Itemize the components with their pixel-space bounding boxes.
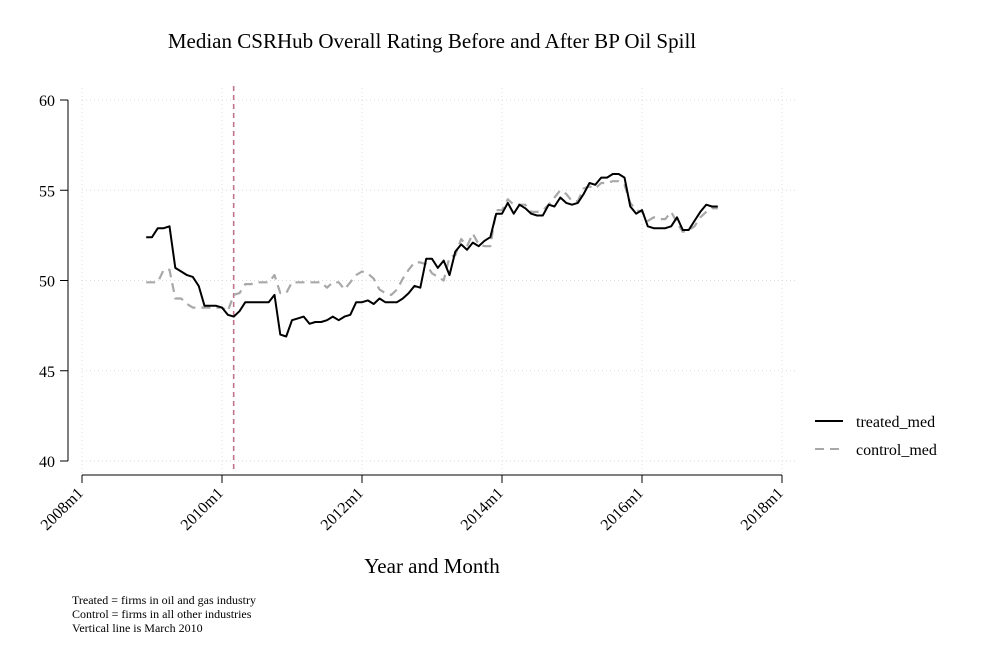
- chart-title: Median CSRHub Overall Rating Before and …: [168, 29, 696, 53]
- series-layer: [146, 173, 718, 338]
- x-tick-label: 2010m1: [178, 485, 227, 534]
- x-tick-label: 2016m1: [598, 485, 647, 534]
- x-tick-label: 2018m1: [738, 485, 787, 534]
- grid: [81, 88, 795, 473]
- x-tick-label: 2014m1: [458, 485, 507, 534]
- y-axis: 40 45 50 55 60: [39, 93, 69, 471]
- y-tick-label: 45: [39, 364, 55, 381]
- y-tick-label: 40: [39, 454, 55, 471]
- x-tick-label: 2008m1: [38, 485, 87, 534]
- y-tick-label: 50: [39, 274, 55, 291]
- note-treated: Treated = firms in oil and gas industry: [72, 593, 256, 607]
- legend-label: treated_med: [856, 414, 935, 431]
- x-axis: 2008m1 2010m1 2012m1 2014m1 2016m1 2018m1: [38, 474, 787, 534]
- x-tick-label: 2012m1: [318, 485, 367, 534]
- y-tick-label: 55: [39, 183, 55, 200]
- y-tick-label: 60: [39, 93, 55, 110]
- note-vertical-line: Vertical line is March 2010: [72, 621, 203, 635]
- legend-label: control_med: [856, 442, 937, 459]
- series-line-treated-med: [146, 173, 718, 338]
- series-line-control-med: [146, 180, 718, 313]
- note-control: Control = firms in all other industries: [72, 607, 252, 621]
- legend: treated_med control_med: [815, 414, 937, 459]
- x-axis-label: Year and Month: [364, 554, 500, 578]
